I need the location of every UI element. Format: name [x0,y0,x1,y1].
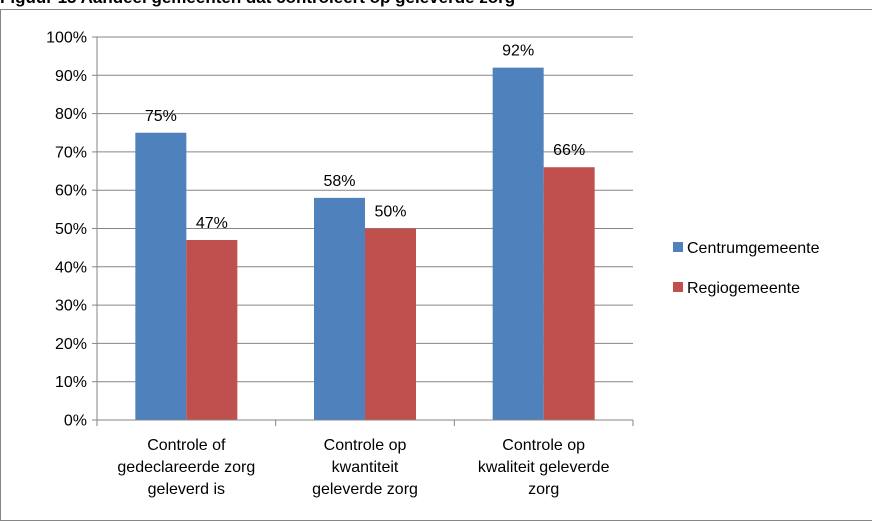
legend-label: Centrumgemeente [687,240,820,257]
y-tick-label: 20% [55,336,87,353]
figure-title: Figuur 13 Aandeel gemeenten dat controle… [0,0,515,9]
x-tick-label: geleverde zorg [312,481,418,498]
data-label: 47% [196,215,228,232]
x-tick-label: geleverd is [148,481,225,498]
bar [314,197,365,420]
data-label: 75% [145,108,177,125]
y-tick-label: 50% [55,221,87,238]
x-tick-label: gedeclareerde zorg [117,459,255,476]
data-label: 58% [323,173,355,190]
legend: Centrumgemeente Regiogemeente [673,240,820,297]
x-tick-label: kwaliteit geleverde [478,459,610,476]
bar [492,67,544,420]
y-tick-label: 0% [64,413,87,430]
y-tick-label: 90% [55,68,87,85]
legend-swatch [673,242,683,252]
y-axis: 0% 10% 20% 30% 40% 50% 60% 70% 80% 90% 100% [46,30,98,430]
bar [543,167,595,420]
x-axis: Controle of gedeclareerde zorg geleverd is… [96,419,634,498]
x-tick-label: kwantiteit [332,459,399,476]
legend-label: Regiogemeente [687,280,800,297]
y-tick-label: 100% [46,30,87,47]
x-tick-label: zorg [528,481,559,498]
x-tick-label: Controle of [147,437,226,454]
data-label: 50% [374,204,406,221]
x-tick-label: Controle op [324,437,407,454]
legend-swatch [673,282,683,292]
data-labels: 75% 47% 58% 50% 92% 66% [145,43,585,232]
data-label: 66% [553,142,585,159]
data-label: 92% [502,43,534,60]
bars [135,67,595,420]
x-tick-label: Controle op [502,437,585,454]
y-tick-label: 60% [55,183,87,200]
bar [135,132,187,420]
y-tick-label: 40% [55,259,87,276]
y-tick-label: 70% [55,144,87,161]
y-tick-label: 80% [55,106,87,123]
bar [365,228,416,420]
y-tick-label: 30% [55,298,87,315]
y-tick-label: 10% [55,374,87,391]
bar [186,239,238,420]
